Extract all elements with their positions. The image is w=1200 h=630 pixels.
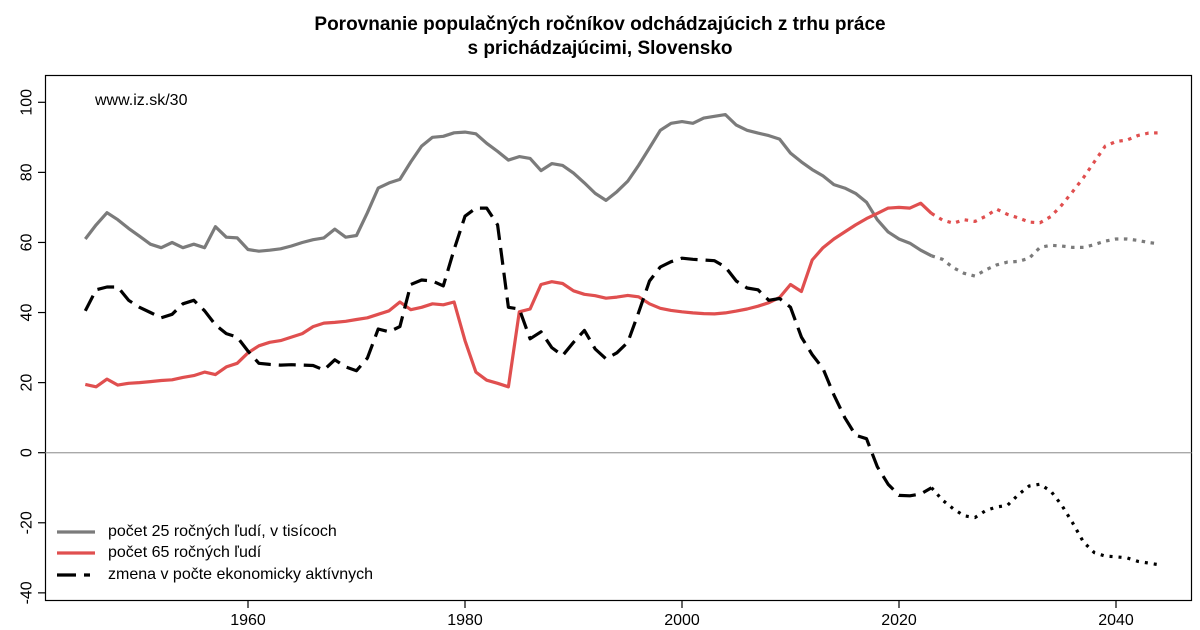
chart-title-line1: Porovnanie populačných ročníkov odchádza… xyxy=(314,14,886,35)
y-tick-label: -40 xyxy=(19,581,36,604)
legend-item-65yr: počet 65 ročných ľudí xyxy=(56,543,373,565)
y-tick-label: 80 xyxy=(19,163,36,181)
y-tick-label: 20 xyxy=(19,374,36,392)
x-tick-label: 1960 xyxy=(230,612,266,629)
legend-label-econ-active: zmena v počte ekonomicky aktívnych xyxy=(108,565,374,583)
chart-title: Porovnanie populačných ročníkov odchádza… xyxy=(0,13,1200,61)
legend-item-25yr: počet 25 ročných ľudí, v tisícoch xyxy=(56,521,373,543)
series-line-1 xyxy=(84,201,933,389)
series-projection-0 xyxy=(931,237,1160,278)
series-line-2 xyxy=(83,206,933,498)
plot-border xyxy=(44,74,1193,602)
x-tick-label: 2020 xyxy=(881,612,917,629)
y-tick-label: 40 xyxy=(19,304,36,322)
y-tick-label: -20 xyxy=(19,511,36,534)
legend-label-65yr: počet 65 ročných ľudí xyxy=(108,544,262,562)
y-tick-label: 60 xyxy=(19,233,36,251)
legend-item-econ-active: zmena v počte ekonomicky aktívnych xyxy=(56,564,373,586)
chart-title-line2: s prichádzajúcimi, Slovensko xyxy=(467,38,733,59)
x-tick-label: 2000 xyxy=(664,612,700,629)
legend-line-65yr xyxy=(57,551,95,555)
watermark-text: www.iz.sk/30 xyxy=(95,92,188,109)
series-layer xyxy=(83,112,1160,567)
x-tick-label: 1980 xyxy=(447,612,483,629)
y-tick-label: 0 xyxy=(19,448,36,457)
x-tick-label: 2040 xyxy=(1098,612,1134,629)
series-projection-2 xyxy=(930,482,1160,567)
series-line-0 xyxy=(84,112,933,258)
chart-legend: počet 25 ročných ľudí, v tisícoch počet … xyxy=(56,521,373,586)
series-projection-1 xyxy=(930,131,1160,225)
legend-line-25yr xyxy=(57,530,95,534)
legend-line-econ-active xyxy=(57,573,95,577)
legend-label-25yr: počet 25 ročných ľudí, v tisícoch xyxy=(108,522,337,540)
y-tick-label: 100 xyxy=(19,89,36,116)
